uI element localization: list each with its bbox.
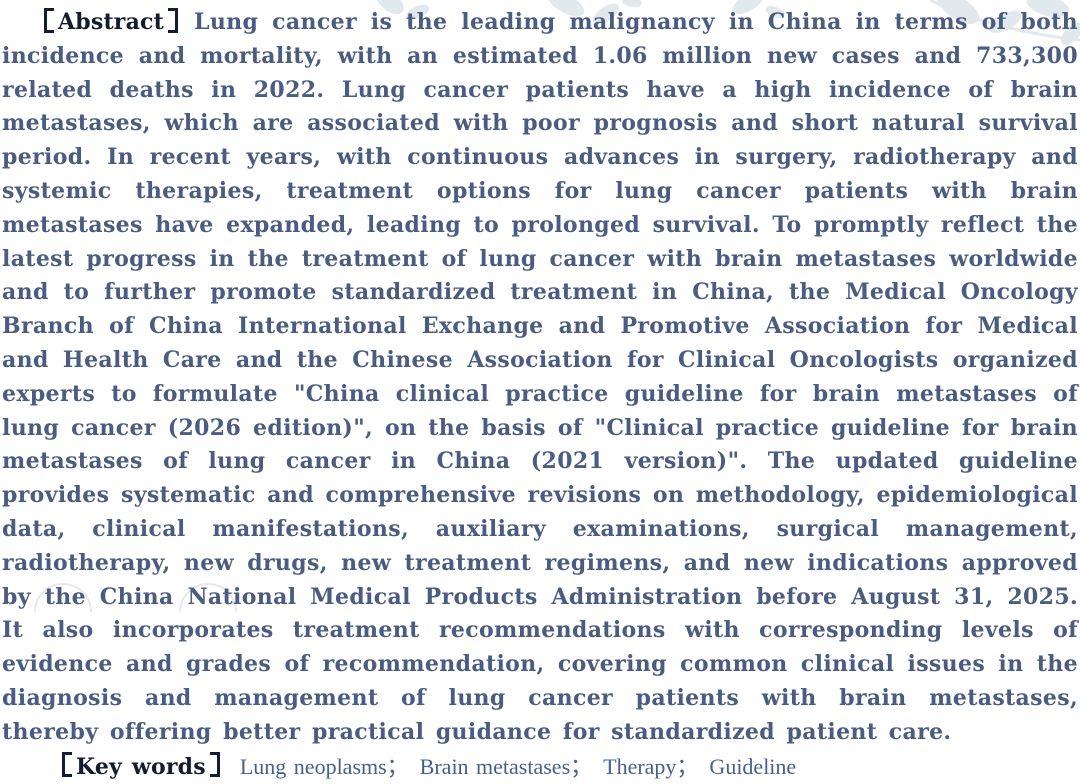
abstract-label: Abstract	[44, 7, 179, 35]
right-lenticular-bracket-icon	[209, 752, 220, 778]
keywords-label: Key words	[62, 752, 220, 780]
left-lenticular-bracket-icon	[62, 752, 72, 778]
abstract-label-text: Abstract	[58, 9, 165, 35]
keywords-label-text: Key words	[76, 753, 206, 780]
abstract-paragraph: Abstract Lung cancer is the leading malig…	[2, 6, 1078, 750]
keywords-line: Key words Lung neoplasms； Brain metastase…	[2, 750, 1078, 784]
keywords-text: Lung neoplasms； Brain metastases； Therap…	[239, 753, 797, 779]
abstract-text: Lung cancer is the leading malignancy in…	[2, 9, 1078, 745]
right-lenticular-bracket-icon	[168, 7, 179, 33]
left-lenticular-bracket-icon	[44, 7, 54, 33]
